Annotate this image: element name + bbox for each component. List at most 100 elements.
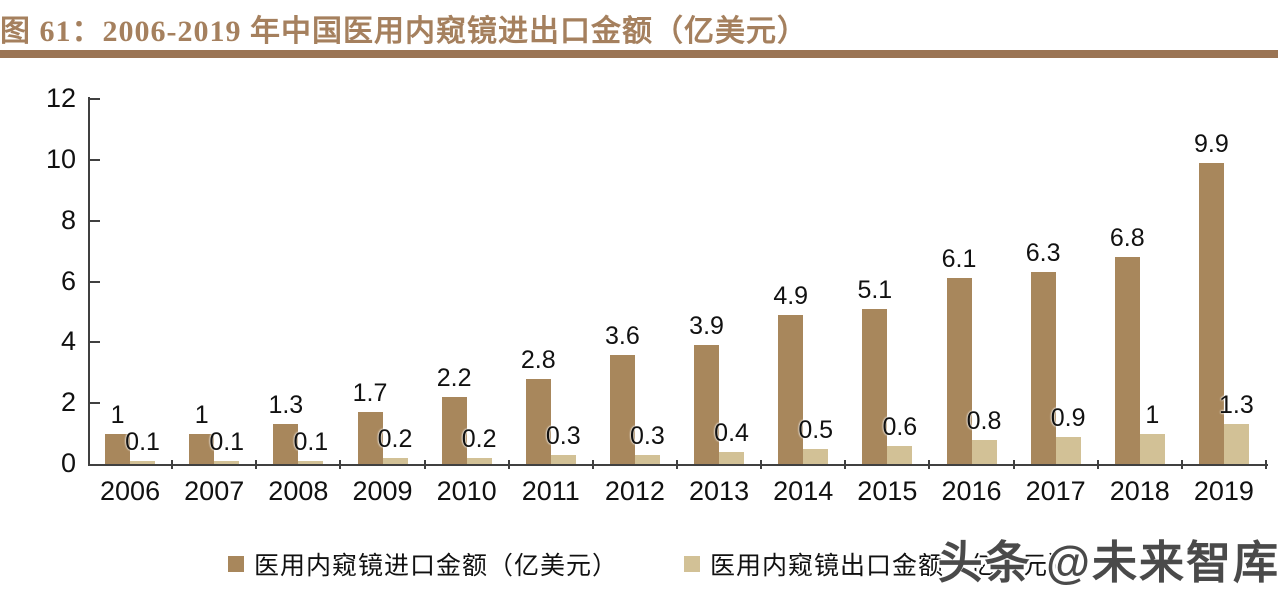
x-axis-year-label: 2009 <box>352 476 413 506</box>
x-axis-tick <box>928 460 931 469</box>
export-value-label: 0.3 <box>545 421 581 450</box>
legend-swatch-export <box>684 556 700 572</box>
y-axis-label: 10 <box>45 143 76 174</box>
export-bar <box>382 457 408 464</box>
legend-label-import: 医用内窥镜进口金额（亿美元） <box>254 553 619 580</box>
export-value-label: 0.6 <box>882 412 918 441</box>
import-value-label: 3.6 <box>605 321 640 350</box>
y-axis-tick <box>90 402 100 405</box>
y-axis-line <box>88 97 90 466</box>
figure-title: 图 61：2006-2019 年中国医用内窥镜进出口金额（亿美元） <box>0 15 808 48</box>
y-axis-label: 2 <box>60 387 76 418</box>
import-value-label: 3.9 <box>689 312 724 341</box>
export-value-label: 0.1 <box>293 427 329 456</box>
export-bar <box>466 457 492 464</box>
x-axis-tick <box>1265 460 1267 469</box>
export-value-label: 0.1 <box>125 427 160 456</box>
import-bar <box>862 308 888 464</box>
export-value-label: 0.9 <box>1050 403 1086 432</box>
import-bar <box>273 424 299 464</box>
y-axis-tick <box>90 341 100 344</box>
import-bar <box>609 354 635 464</box>
x-axis-year-label: 2015 <box>857 476 918 506</box>
export-value-label: 0.3 <box>630 421 665 450</box>
x-axis-tick <box>171 460 174 469</box>
import-bar <box>525 378 551 464</box>
export-bar <box>1139 433 1165 464</box>
import-bar <box>946 278 972 464</box>
x-axis-year-label: 2016 <box>941 476 1002 506</box>
title-divider-rule <box>0 50 1278 58</box>
import-bar <box>441 397 467 464</box>
legend-item-import: 医用内窥镜进口金额（亿美元） <box>228 546 618 582</box>
x-axis-year-label: 2013 <box>689 476 750 506</box>
export-bar <box>1223 424 1249 464</box>
x-axis-year-label: 2008 <box>268 476 329 506</box>
import-value-label: 2.8 <box>520 345 556 374</box>
x-axis-year-label: 2006 <box>100 476 161 506</box>
y-axis-label: 4 <box>60 326 76 357</box>
x-axis-year-label: 2018 <box>1109 476 1170 506</box>
x-axis-year-label: 2010 <box>436 476 497 506</box>
y-axis-label: 6 <box>60 265 76 296</box>
import-value-label: 1.7 <box>352 379 388 408</box>
import-bar <box>105 433 131 464</box>
x-axis-tick <box>1180 460 1183 469</box>
import-value-label: 6.8 <box>1109 224 1145 253</box>
x-axis-line <box>88 464 1268 466</box>
import-bar <box>778 314 804 464</box>
export-value-label: 0.5 <box>798 415 834 444</box>
x-axis-tick <box>844 460 847 469</box>
x-axis-year-label: 2019 <box>1193 476 1254 506</box>
y-axis-label: 0 <box>60 448 76 478</box>
import-value-label: 9.9 <box>1194 129 1229 158</box>
x-axis-tick <box>1096 460 1099 469</box>
export-bar <box>719 451 745 464</box>
x-axis-year-label: 2012 <box>604 476 665 506</box>
y-axis-tick <box>90 158 100 161</box>
import-value-label: 6.3 <box>1025 239 1061 268</box>
x-axis-tick <box>255 460 258 469</box>
legend-label-export: 医用内窥镜出口金额（亿美元） <box>710 553 1075 580</box>
export-value-label: 0.1 <box>209 427 245 456</box>
import-value-label: 5.1 <box>857 275 893 304</box>
import-value-label: 2.2 <box>436 364 472 393</box>
x-axis-year-label: 2017 <box>1025 476 1086 506</box>
x-axis-year-label: 2011 <box>521 476 580 506</box>
y-axis-label: 8 <box>60 204 76 235</box>
import-value-label: 1.3 <box>268 391 304 420</box>
import-bar <box>1198 162 1224 464</box>
x-axis-year-label: 2007 <box>184 476 245 506</box>
export-value-label: 1.3 <box>1219 391 1254 420</box>
export-value-label: 0.2 <box>377 424 413 453</box>
y-axis-tick <box>90 219 100 222</box>
x-axis-tick <box>676 460 678 469</box>
x-axis-tick <box>339 460 342 469</box>
export-bar <box>130 460 156 464</box>
y-axis-tick <box>90 280 100 283</box>
x-axis-year-label: 2014 <box>773 476 834 506</box>
export-bar <box>298 460 324 464</box>
export-value-label: 0.2 <box>461 424 497 453</box>
y-axis-tick <box>90 98 100 100</box>
x-axis-tick <box>507 460 510 469</box>
export-bar <box>887 445 913 464</box>
import-value-label: 6.1 <box>941 245 977 274</box>
import-value-label: 1 <box>110 400 125 429</box>
import-value-label: 4.9 <box>773 281 809 310</box>
legend-swatch-import <box>228 556 244 572</box>
import-bar <box>1114 257 1140 464</box>
export-bar <box>550 454 576 464</box>
x-axis-tick <box>760 460 763 469</box>
import-bar <box>694 345 720 464</box>
export-bar <box>971 439 997 464</box>
export-bar <box>1055 436 1081 464</box>
import-bar <box>1030 272 1056 464</box>
export-value-label: 1 <box>1145 400 1160 429</box>
x-axis-tick <box>1012 460 1015 469</box>
export-bar <box>634 454 660 464</box>
toutiao-watermark: 头条 @未来智库 <box>937 537 1278 588</box>
import-bar <box>357 412 383 464</box>
legend-item-export: 医用内窥镜出口金额（亿美元） <box>684 546 1074 582</box>
